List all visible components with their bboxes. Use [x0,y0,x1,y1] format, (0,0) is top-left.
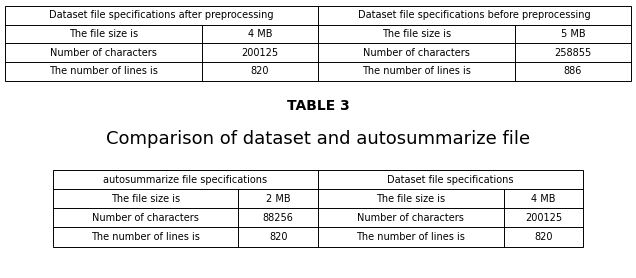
Text: 258855: 258855 [555,48,591,58]
Text: 820: 820 [251,66,270,76]
Text: Dataset file specifications: Dataset file specifications [387,175,514,185]
Text: Dataset file specifications after preprocessing: Dataset file specifications after prepro… [50,11,273,20]
Text: The file size is: The file size is [111,194,180,204]
Text: The number of lines is: The number of lines is [91,232,200,242]
Text: autosummarize file specifications: autosummarize file specifications [103,175,268,185]
Text: The number of lines is: The number of lines is [49,66,158,76]
Text: 4 MB: 4 MB [531,194,556,204]
Bar [5,6,631,81]
Text: The number of lines is: The number of lines is [362,66,471,76]
Text: The file size is: The file size is [69,29,138,39]
Text: Number of characters: Number of characters [357,213,464,223]
Text: 4 MB: 4 MB [248,29,272,39]
Text: Number of characters: Number of characters [92,213,199,223]
Bar [53,170,583,247]
Text: 886: 886 [564,66,582,76]
Text: Dataset file specifications before preprocessing: Dataset file specifications before prepr… [358,11,591,20]
Text: The number of lines is: The number of lines is [356,232,466,242]
Text: Number of characters: Number of characters [50,48,157,58]
Text: 2 MB: 2 MB [266,194,291,204]
Text: 5 MB: 5 MB [561,29,585,39]
Text: The file size is: The file size is [382,29,451,39]
Text: Number of characters: Number of characters [363,48,470,58]
Text: 200125: 200125 [525,213,562,223]
Text: 820: 820 [269,232,287,242]
Text: 820: 820 [534,232,553,242]
Text: Comparison of dataset and autosummarize file: Comparison of dataset and autosummarize … [106,130,530,148]
Text: 88256: 88256 [263,213,294,223]
Text: TABLE 3: TABLE 3 [287,99,349,113]
Text: 200125: 200125 [242,48,279,58]
Text: The file size is: The file size is [377,194,445,204]
